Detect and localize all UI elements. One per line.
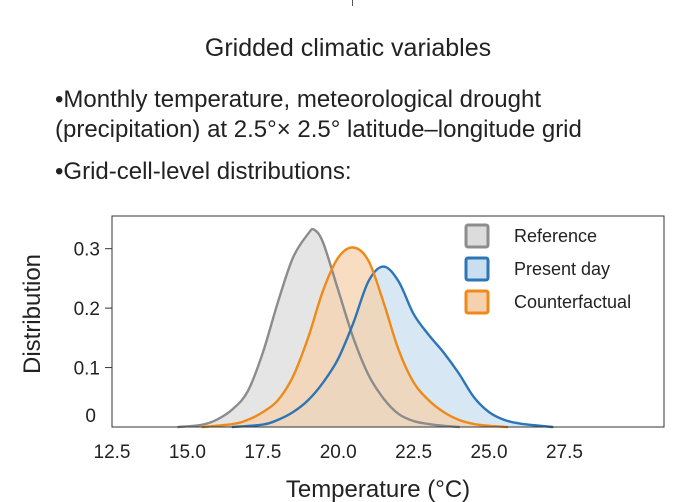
bullet-monthly-temperature: •Monthly temperature, meteorological dro… [55,86,541,113]
x-tick-label-25.0: 25.0 [471,442,508,463]
y-tick-label-0.1: 0.1 [74,359,100,380]
x-tick-label-22.5: 22.5 [395,442,432,463]
plot-frame [111,215,665,428]
y-tick-label-0: 0 [85,406,96,427]
x-tick-label-17.5: 17.5 [244,442,281,463]
y-axis-title: Distribution [19,254,46,374]
legend-label-present-day: Present day [514,259,610,279]
legend-swatch-reference [464,223,490,249]
density-areas [177,227,554,429]
x-tick-label-15.0: 15.0 [169,442,206,463]
legend-swatch-counterfactual [464,289,490,315]
legend-swatch-present-day [464,256,490,282]
bullet-monthly-temperature-continued: (precipitation) at 2.5°× 2.5° latitude–l… [55,116,582,143]
x-tick-label-20.0: 20.0 [320,442,357,463]
x-tick-label-12.5: 12.5 [94,442,131,463]
line-present-day [231,265,554,429]
line-reference [177,227,461,429]
legend-label-counterfactual: Counterfactual [514,292,631,312]
line-counterfactual [201,246,509,429]
y-tick-label-0.2: 0.2 [74,299,100,320]
section-heading: Gridded climatic variables [204,34,492,62]
area-counterfactual [202,247,508,427]
legend: Reference Present day Counterfactual [464,223,631,315]
legend-label-reference: Reference [514,226,597,246]
x-axis-title: Temperature (°C) [286,476,470,502]
x-tick-label-27.5: 27.5 [546,442,583,463]
bullet-grid-cell-distributions: •Grid-cell-level distributions: [55,158,352,185]
y-axis: 0 0.1 0.2 0.3 [74,240,112,427]
x-axis: 12.5 15.0 17.5 20.0 22.5 25.0 27.5 [94,442,583,463]
top-tick-mark [352,0,353,6]
y-tick-label-0.3: 0.3 [74,240,100,261]
